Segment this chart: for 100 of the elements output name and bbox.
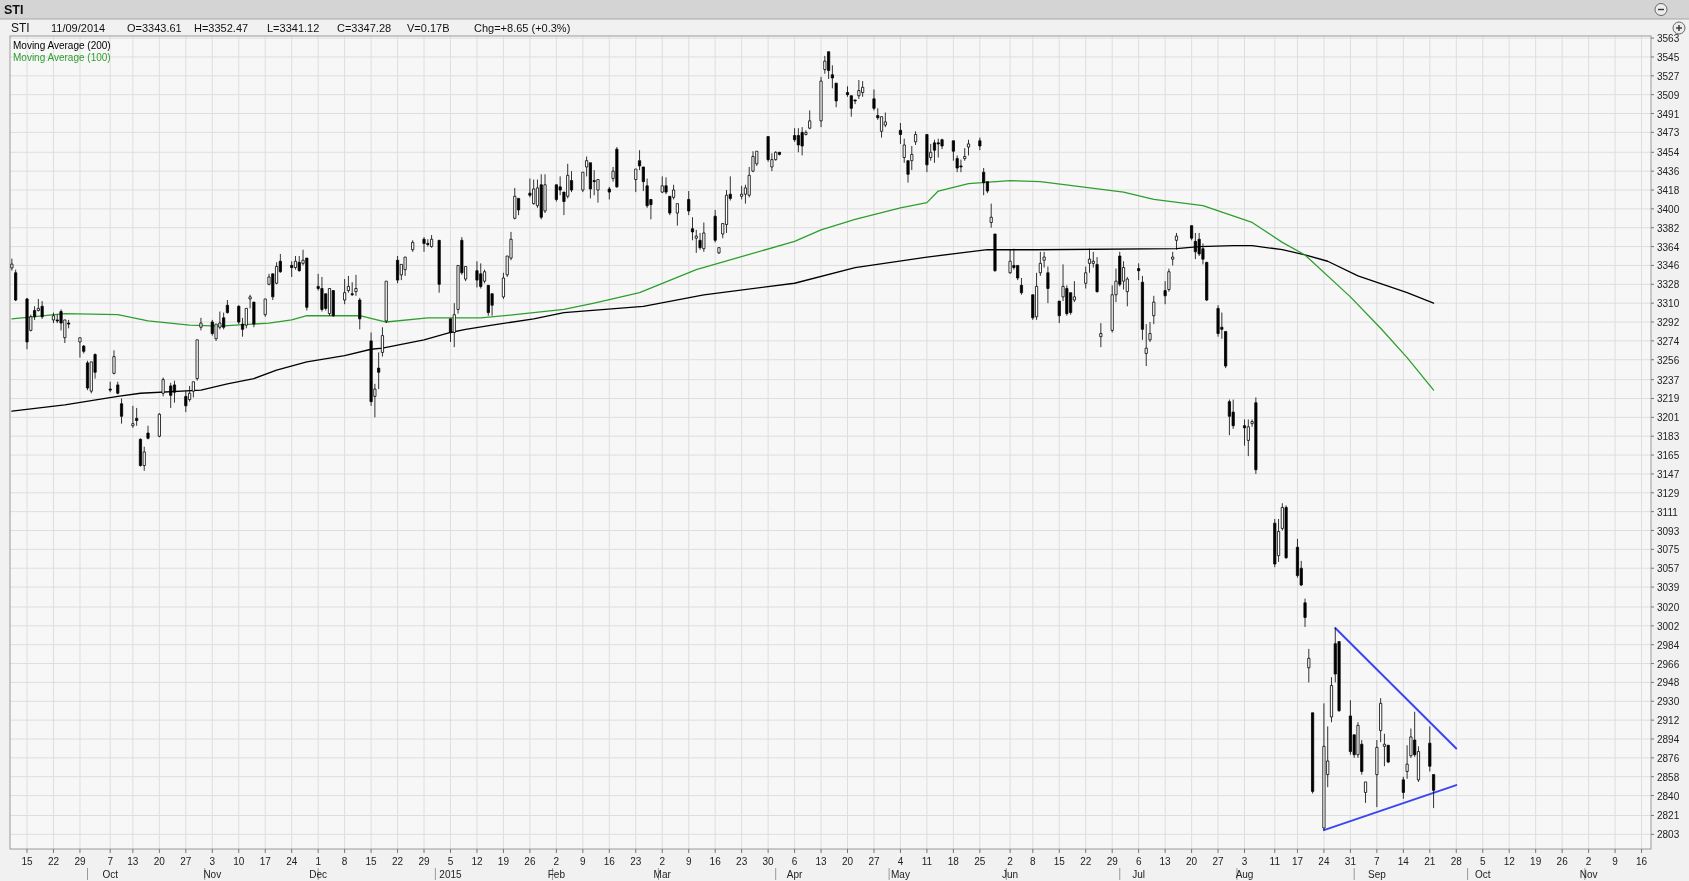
candlestick bbox=[796, 127, 800, 153]
y-tick-label: 3364 bbox=[1657, 241, 1680, 253]
x-tick-label: 19 bbox=[1530, 856, 1542, 867]
candlestick bbox=[403, 256, 407, 277]
candlestick bbox=[1284, 504, 1288, 560]
candlestick bbox=[1035, 272, 1039, 321]
x-tick-label: 20 bbox=[1186, 856, 1198, 867]
y-tick-label: 3545 bbox=[1657, 51, 1680, 63]
candlestick bbox=[539, 173, 543, 220]
x-tick-label: 30 bbox=[762, 856, 775, 867]
y-tick-label: 2858 bbox=[1657, 771, 1680, 783]
y-tick-label: 3563 bbox=[1657, 32, 1680, 44]
x-tick-label: 12 bbox=[1503, 856, 1516, 867]
x-tick-label: 27 bbox=[868, 856, 880, 867]
candlestick bbox=[430, 234, 434, 249]
candlestick bbox=[1038, 251, 1042, 277]
x-tick-label: 13 bbox=[127, 856, 139, 867]
candlestick bbox=[25, 297, 29, 350]
x-tick-label: 2 Mar bbox=[653, 856, 672, 880]
y-tick-label: 3400 bbox=[1657, 203, 1680, 215]
candlestick bbox=[1008, 249, 1012, 275]
x-tick-label: 22 bbox=[392, 856, 404, 867]
candlestick bbox=[51, 312, 56, 324]
candlestick bbox=[85, 360, 90, 391]
candlestick bbox=[932, 139, 937, 164]
y-tick-label: 3509 bbox=[1657, 89, 1680, 101]
y-tick-label: 3093 bbox=[1657, 525, 1680, 537]
y-tick-label: 3201 bbox=[1657, 411, 1680, 423]
candlestick bbox=[222, 312, 226, 330]
text: STI bbox=[11, 21, 30, 35]
y-tick-label: 2912 bbox=[1657, 714, 1680, 726]
candlestick bbox=[959, 159, 963, 173]
x-tick-label: 23 bbox=[736, 856, 748, 867]
candlestick bbox=[823, 55, 827, 75]
text: H=3352.47 bbox=[194, 22, 249, 34]
candlestick bbox=[475, 260, 479, 288]
text: Chg=+8.65 (+0.3%) bbox=[474, 22, 571, 34]
candlestick bbox=[161, 377, 165, 397]
candlestick bbox=[1428, 726, 1432, 772]
text: Moving Average (200) bbox=[13, 39, 111, 51]
candlestick bbox=[1254, 397, 1258, 475]
y-tick-label: 3129 bbox=[1657, 487, 1680, 499]
candlestick bbox=[210, 319, 214, 337]
candlestick bbox=[172, 380, 177, 404]
x-tick-label: 15 bbox=[21, 856, 34, 867]
candlestick bbox=[513, 187, 517, 220]
y-tick-label: 3418 bbox=[1657, 184, 1680, 196]
candlestick bbox=[1311, 712, 1315, 794]
candlestick bbox=[1277, 518, 1281, 563]
x-tick-label: 14 bbox=[1397, 856, 1410, 867]
line-series bbox=[11, 179, 1435, 391]
candlestick bbox=[225, 299, 229, 315]
candlestick bbox=[327, 288, 332, 317]
x-tick-label: 27 bbox=[180, 856, 192, 867]
candlestick bbox=[422, 236, 426, 253]
x-tick-label: 10 bbox=[233, 856, 245, 867]
x-tick-label: 16 bbox=[1635, 856, 1648, 867]
candlestick bbox=[384, 280, 388, 324]
x-tick-label: 29 bbox=[418, 856, 431, 867]
y-tick-label: 2821 bbox=[1657, 809, 1680, 821]
candlestick bbox=[1046, 266, 1050, 304]
y-tick-label: 3328 bbox=[1657, 278, 1680, 290]
x-tick-label: 27 bbox=[1212, 856, 1225, 867]
candlestick bbox=[1190, 225, 1194, 241]
candlestick bbox=[343, 278, 347, 305]
y-tick-label: 3491 bbox=[1657, 108, 1680, 120]
y-tick-label: 2840 bbox=[1657, 790, 1680, 802]
x-tick-label: 21 bbox=[1424, 856, 1436, 867]
candlestick bbox=[827, 51, 831, 80]
candlestick bbox=[675, 203, 679, 227]
candlestick bbox=[1246, 419, 1250, 457]
x-tick-label: 24 bbox=[286, 856, 298, 867]
candlestick bbox=[963, 147, 967, 162]
x-tick-label: 5 Oct bbox=[1474, 856, 1491, 880]
candlestick bbox=[195, 339, 199, 382]
candlestick bbox=[1171, 251, 1175, 266]
candlestick bbox=[740, 185, 744, 200]
candlestick bbox=[1303, 598, 1307, 628]
x-tick-label: 13 bbox=[815, 856, 828, 867]
x-tick-label: 17 bbox=[259, 856, 272, 867]
candlestick bbox=[978, 137, 982, 151]
candlestick bbox=[849, 95, 853, 118]
candlestick bbox=[108, 381, 112, 393]
candlestick bbox=[1227, 399, 1231, 436]
y-tick-label: 3219 bbox=[1657, 393, 1680, 404]
candlestick bbox=[358, 297, 362, 330]
text: Moving Average (100) bbox=[13, 51, 111, 63]
y-tick-label: 3256 bbox=[1657, 354, 1680, 366]
text: O=3343.61 bbox=[127, 22, 182, 34]
candlestick bbox=[1322, 702, 1326, 831]
candlestick bbox=[437, 239, 441, 294]
x-tick-label: 13 bbox=[1159, 856, 1172, 867]
candlestick bbox=[146, 425, 150, 440]
candlestick bbox=[346, 275, 350, 294]
x-tick-label: 20 bbox=[153, 856, 166, 867]
chart-title: STI bbox=[4, 3, 24, 17]
candlestick bbox=[354, 274, 358, 297]
candlestick bbox=[1095, 256, 1099, 294]
candlestick bbox=[157, 412, 161, 438]
candlestick bbox=[687, 190, 691, 216]
